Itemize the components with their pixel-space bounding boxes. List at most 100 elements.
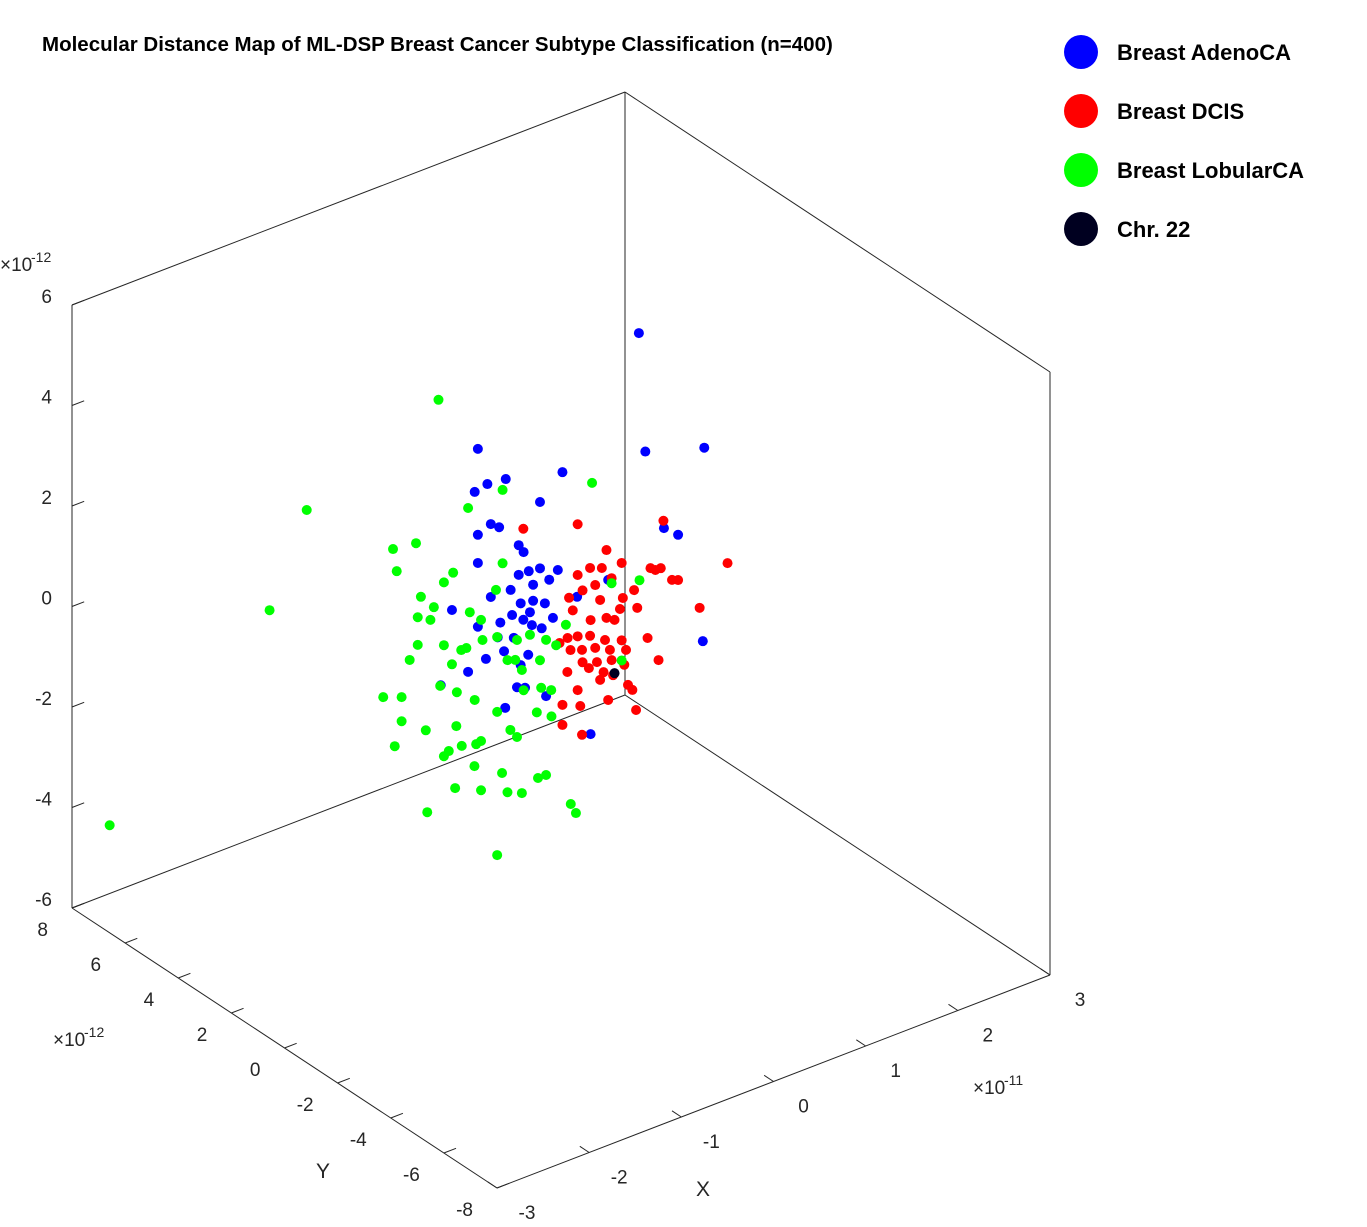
data-point — [722, 558, 733, 569]
x-tick-label: 2 — [983, 1026, 994, 1047]
data-point — [515, 598, 526, 609]
data-point — [461, 643, 472, 654]
legend-marker — [1064, 94, 1098, 128]
data-point — [591, 657, 602, 668]
data-point — [621, 644, 632, 655]
data-point — [524, 629, 535, 640]
y-tick — [337, 1077, 350, 1084]
y-tick — [496, 1182, 510, 1189]
data-point — [616, 557, 627, 568]
data-point — [388, 544, 399, 555]
data-point — [546, 711, 557, 722]
data-point — [412, 639, 423, 650]
z-tick — [71, 601, 85, 607]
z-tick — [71, 400, 85, 406]
y-exponent: -12 — [84, 1024, 104, 1040]
x-axis-label: X — [696, 1178, 710, 1201]
legend: Breast AdenoCA Breast DCIS Breast LobularC… — [1064, 35, 1304, 246]
data-point — [609, 668, 620, 679]
y-tick-label: 6 — [91, 955, 102, 976]
data-point — [587, 477, 598, 488]
data-point — [614, 604, 625, 615]
data-point — [511, 635, 522, 645]
y-tick — [178, 972, 191, 979]
x-tick — [1040, 968, 1051, 976]
data-point — [518, 523, 529, 534]
z-tick-label: 6 — [41, 287, 52, 308]
data-point — [697, 636, 708, 647]
x-tick-label: -3 — [519, 1203, 536, 1222]
z-tick-label: 2 — [41, 488, 52, 509]
data-point — [301, 505, 312, 516]
data-point — [572, 570, 583, 581]
data-point — [463, 503, 474, 514]
data-point — [448, 567, 459, 578]
data-point — [533, 773, 544, 784]
z-tick — [71, 701, 85, 708]
data-point — [490, 584, 501, 595]
data-point — [104, 820, 115, 831]
y-tick-label: 0 — [250, 1060, 261, 1081]
data-point — [546, 685, 557, 696]
data-point — [600, 635, 611, 645]
data-point — [616, 655, 627, 666]
data-point — [438, 577, 449, 588]
data-point — [673, 575, 684, 586]
legend-label: Breast LobularCA — [1117, 158, 1304, 183]
data-point — [590, 642, 601, 653]
data-point — [562, 632, 573, 643]
legend-marker — [1064, 153, 1098, 187]
data-point — [476, 736, 487, 746]
data-point — [500, 474, 511, 485]
data-point — [653, 655, 664, 666]
data-point — [422, 807, 433, 818]
data-point — [536, 682, 547, 693]
data-point — [476, 785, 487, 796]
data-point — [627, 684, 638, 695]
y-tick — [390, 1112, 404, 1119]
data-point — [658, 523, 669, 534]
data-point — [463, 666, 474, 677]
data-point — [505, 724, 516, 735]
markers — [104, 328, 733, 861]
data-point — [557, 719, 568, 730]
x-tick — [579, 1145, 590, 1153]
box-edge — [71, 91, 626, 306]
data-point — [396, 692, 407, 703]
data-point — [505, 584, 516, 595]
data-point — [497, 767, 508, 778]
data-point — [451, 721, 462, 732]
z-tick — [71, 902, 85, 909]
data-point — [673, 529, 684, 540]
y-tick-label: 2 — [197, 1025, 208, 1046]
data-point — [485, 591, 496, 602]
data-point — [435, 680, 446, 691]
box-edge — [624, 91, 1051, 373]
data-point — [616, 635, 627, 646]
x-tick-label: 3 — [1075, 990, 1086, 1011]
data-point — [534, 496, 545, 507]
data-point — [601, 612, 612, 623]
data-point — [378, 692, 389, 703]
data-point — [595, 594, 606, 605]
box-edge — [624, 694, 1051, 976]
data-point — [585, 630, 596, 641]
data-point — [596, 562, 607, 573]
data-point — [541, 634, 552, 645]
y-axis-label: Y — [316, 1160, 330, 1183]
z-tick-label: 0 — [41, 589, 52, 610]
data-point — [551, 640, 562, 651]
data-point — [694, 602, 705, 613]
data-point — [477, 634, 488, 645]
z-tick-label: -4 — [35, 790, 52, 811]
data-point — [570, 808, 581, 819]
data-point — [564, 592, 575, 603]
data-point — [516, 788, 527, 799]
data-point — [577, 644, 588, 655]
data-point — [451, 687, 462, 698]
data-point — [511, 731, 522, 742]
data-point — [629, 585, 640, 596]
data-point — [513, 569, 524, 580]
data-point — [469, 486, 480, 497]
data-point — [658, 515, 669, 526]
